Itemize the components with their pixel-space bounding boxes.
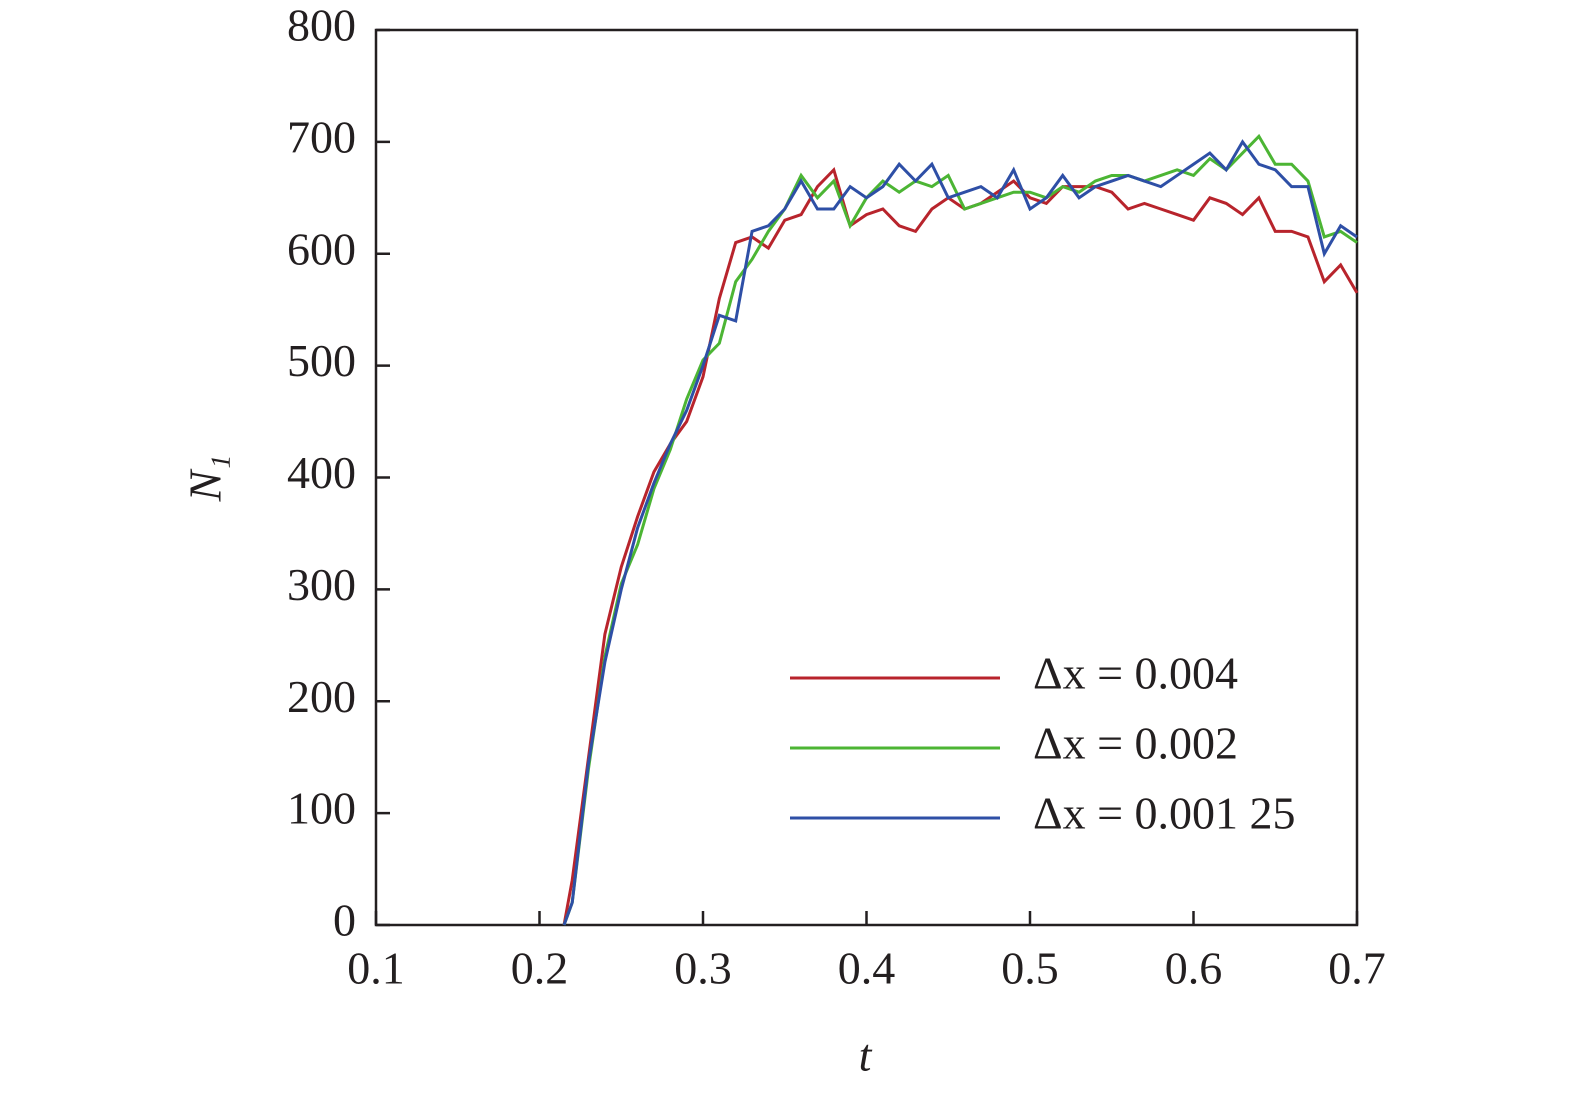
- series-line: [562, 139, 1358, 926]
- y-tick-label: 600: [287, 223, 356, 274]
- y-tick-label: 800: [287, 0, 356, 51]
- y-tick-label: 500: [287, 335, 356, 386]
- legend-label: Δx = 0.002: [1033, 718, 1238, 769]
- series-line: [562, 166, 1359, 926]
- y-tick-label: 300: [287, 559, 356, 610]
- x-tick-label: 0.6: [1165, 943, 1223, 994]
- y-tick-label: 200: [287, 671, 356, 722]
- x-tick-label: 0.3: [674, 943, 732, 994]
- y-axis-label: N₁: [180, 455, 231, 503]
- x-tick-label: 0.2: [511, 943, 569, 994]
- legend-label: Δx = 0.001 25: [1033, 788, 1296, 839]
- y-tick-label: 0: [333, 895, 356, 946]
- x-tick-label: 0.5: [1001, 943, 1059, 994]
- y-tick-label: 400: [287, 447, 356, 498]
- y-tick-label: 100: [287, 783, 356, 834]
- x-tick-label: 0.4: [838, 943, 896, 994]
- x-axis-label: t: [859, 1030, 873, 1081]
- x-tick-label: 0.1: [347, 943, 405, 994]
- y-tick-label: 700: [287, 111, 356, 162]
- legend-label: Δx = 0.004: [1033, 648, 1238, 699]
- x-tick-label: 0.7: [1328, 943, 1386, 994]
